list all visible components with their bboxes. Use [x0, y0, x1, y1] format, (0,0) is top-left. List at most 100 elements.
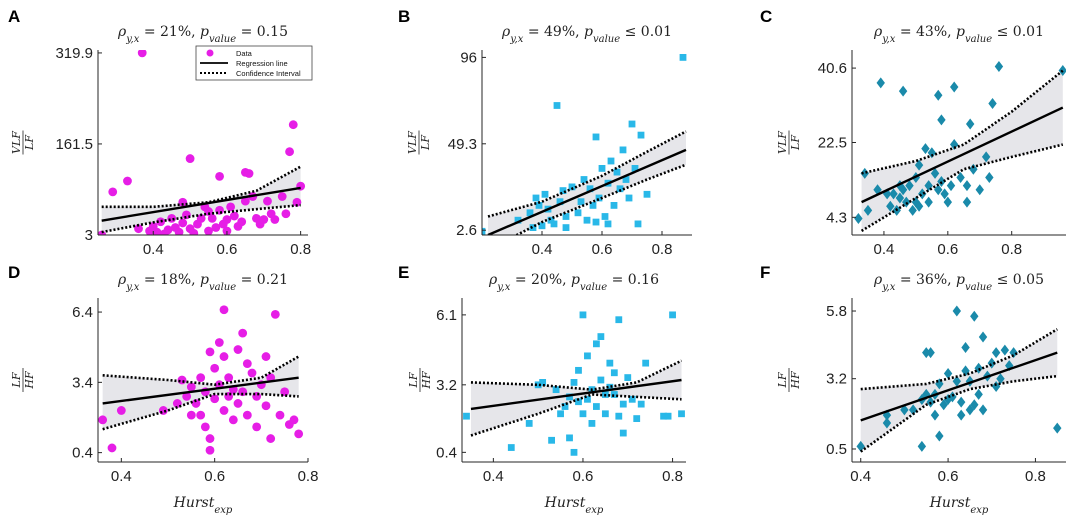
panel-a: Aρy,x = 21%, pvalue = 0.15 3 161.5 319.9 0.4…	[8, 7, 313, 258]
data-point	[991, 347, 1001, 359]
data-point	[583, 216, 591, 224]
y-tick-label: 0.4	[436, 444, 457, 461]
data-point	[970, 310, 979, 322]
x-tick-label: 0.8	[298, 468, 319, 485]
data-point	[211, 223, 221, 232]
x-axis-label: Hurstexp	[173, 495, 233, 516]
data-point	[562, 213, 570, 220]
data-point	[615, 412, 623, 420]
data-point	[625, 194, 633, 202]
data-point	[238, 328, 248, 338]
data-point	[294, 429, 304, 439]
data-point	[535, 202, 543, 209]
x-tick-label: 0.4	[143, 241, 164, 258]
data-point	[270, 310, 280, 319]
data-point	[624, 374, 632, 381]
x-tick-label: 0.8	[662, 468, 683, 485]
data-point	[935, 430, 944, 442]
data-point	[562, 224, 570, 231]
data-point	[991, 381, 1001, 393]
data-point	[237, 217, 247, 227]
data-point	[961, 341, 970, 353]
data-point	[622, 176, 630, 183]
data-point	[261, 401, 271, 411]
data-point	[205, 347, 215, 357]
data-point	[219, 305, 229, 315]
data-point	[204, 226, 213, 235]
data-point	[917, 440, 927, 452]
data-point	[178, 197, 188, 207]
panel-title: ρy,x = 20%, pvalue = 0.16	[488, 272, 659, 293]
data-point	[277, 192, 287, 201]
data-point	[978, 404, 988, 416]
data-point	[943, 196, 953, 208]
regression-line	[102, 376, 299, 405]
data-point	[289, 415, 299, 425]
data-point	[116, 406, 126, 415]
data-point	[908, 404, 918, 416]
data-point	[660, 412, 667, 420]
data-point	[637, 131, 645, 139]
data-point	[943, 367, 953, 379]
data-point	[937, 114, 946, 126]
data-point	[107, 443, 117, 453]
data-point	[207, 213, 217, 223]
data-point	[566, 393, 573, 401]
y-axis-label: VLF LF	[776, 130, 802, 155]
data-point	[610, 391, 618, 398]
x-tick-label: 0.4	[850, 468, 871, 485]
data-point	[643, 190, 651, 198]
regression-line	[487, 148, 687, 235]
panel-letter: A	[8, 7, 20, 26]
data-point	[200, 422, 210, 432]
data-point	[940, 188, 949, 200]
data-point	[238, 387, 248, 397]
data-point	[577, 198, 585, 206]
data-point	[588, 420, 596, 427]
data-point	[598, 165, 606, 172]
plot-area	[854, 60, 1066, 233]
ci-lower-line	[513, 163, 687, 235]
confidence-band	[861, 70, 1063, 231]
x-tick-label: 0.4	[532, 241, 553, 258]
legend-label-data: Data	[236, 49, 253, 58]
data-point	[616, 185, 624, 193]
data-point	[108, 187, 118, 197]
data-point	[263, 196, 272, 206]
data-point	[259, 215, 269, 224]
ci-upper-line	[101, 165, 302, 209]
regression-line	[101, 186, 301, 222]
data-point	[597, 333, 605, 340]
data-point	[158, 406, 168, 415]
y-label-denominator: HF	[789, 371, 802, 390]
data-point	[610, 369, 618, 377]
data-point	[615, 316, 623, 324]
data-point	[281, 209, 291, 219]
data-point	[214, 338, 224, 347]
data-point	[574, 209, 582, 217]
legend-label-ci: Confidence Interval	[236, 69, 301, 78]
data-point	[930, 167, 940, 179]
panel-c: Cρy,x = 43%, pvalue ≤ 0.01 4.3 22.5 40.6 0.4…	[760, 7, 1066, 258]
data-point	[974, 388, 983, 400]
data-point	[174, 227, 184, 235]
data-point	[606, 359, 614, 367]
data-point	[226, 202, 236, 212]
y-label-numerator: VLF	[10, 131, 23, 154]
data-point	[996, 373, 1005, 385]
y-label-numerator: LF	[407, 372, 420, 388]
data-point	[914, 159, 924, 171]
data-point	[902, 196, 911, 208]
data-point	[215, 171, 224, 181]
data-point	[898, 85, 908, 97]
data-point	[539, 379, 547, 386]
plot-area	[98, 305, 304, 455]
data-point	[152, 227, 162, 235]
data-point	[918, 188, 927, 200]
data-point	[219, 352, 229, 361]
data-point	[222, 215, 232, 224]
data-point	[482, 227, 486, 235]
panel-title: ρy,x = 43%, pvalue ≤ 0.01	[873, 24, 1044, 45]
data-point	[270, 215, 280, 224]
